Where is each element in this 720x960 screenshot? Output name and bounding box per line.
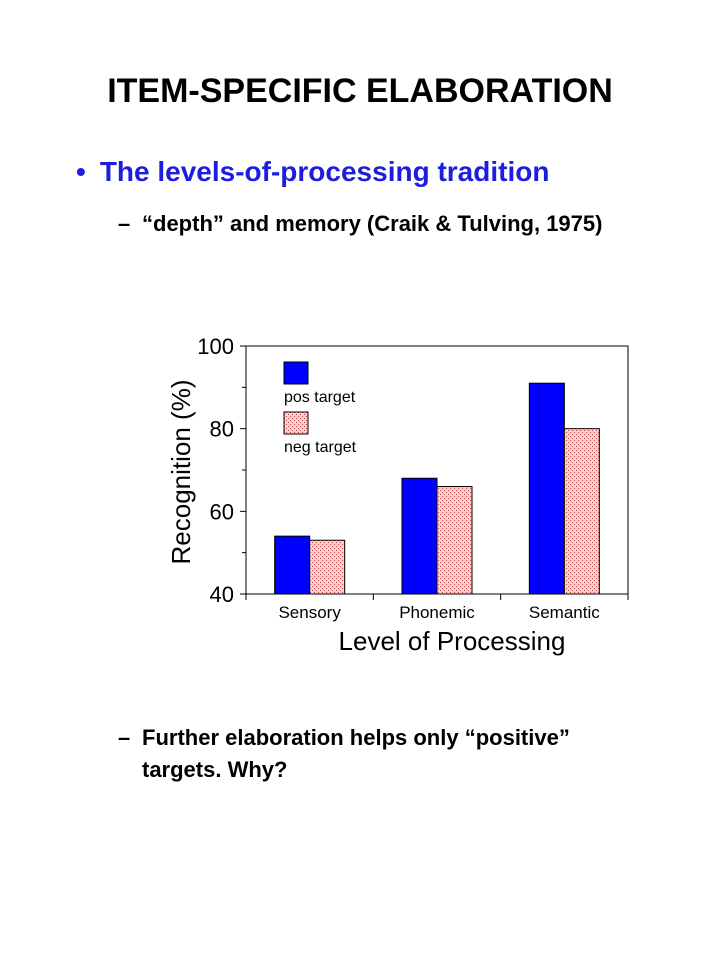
bullet-item: • The levels-of-processing tradition: [76, 156, 549, 188]
legend-label: pos target: [284, 389, 356, 406]
bullet-dot-icon: •: [76, 156, 86, 187]
bars: [274, 382, 600, 595]
sub-bullet-elaboration: – Further elaboration helps only “positi…: [118, 722, 642, 786]
y-tick-label: 100: [197, 334, 234, 359]
bar-neg-target-semantic: [563, 428, 600, 595]
x-tick-label: Phonemic: [399, 603, 475, 622]
bar-chart: 40 60 80 100 Sensory Phonemic Semantic pos ta…: [166, 334, 629, 656]
bar-pos-target-phonemic: [401, 477, 438, 595]
slide-title: ITEM-SPECIFIC ELABORATION: [107, 72, 613, 110]
bar-pos-target-sensory: [274, 535, 311, 595]
bar-pos-target-semantic: [528, 382, 565, 595]
legend: pos target neg target: [283, 361, 357, 456]
bar-neg-target-phonemic: [436, 486, 473, 595]
legend-label: neg target: [284, 439, 357, 456]
y-axis: 40 60 80 100: [197, 334, 246, 607]
x-axis: Sensory Phonemic Semantic: [245, 594, 629, 622]
legend-swatch: [283, 411, 309, 435]
bar-neg-target-sensory: [309, 539, 346, 595]
sub-bullet-text: Further elaboration helps only “positive…: [142, 725, 570, 782]
y-tick-label: 80: [210, 417, 234, 442]
y-tick-label: 40: [210, 582, 234, 607]
sub-bullet-text: “depth” and memory (Craik & Tulving, 197…: [142, 211, 603, 236]
x-tick-label: Semantic: [529, 603, 600, 622]
sub-bullet-depth: – “depth” and memory (Craik & Tulving, 1…: [118, 208, 642, 240]
legend-swatch: [283, 361, 309, 385]
y-tick-label: 60: [210, 499, 234, 524]
bullet-text: The levels-of-processing tradition: [99, 156, 550, 187]
y-axis-label: Recognition (%): [166, 380, 196, 565]
x-tick-label: Sensory: [278, 603, 341, 622]
dash-icon: –: [118, 725, 131, 750]
x-axis-label: Level of Processing: [339, 626, 566, 656]
dash-icon: –: [118, 211, 131, 236]
